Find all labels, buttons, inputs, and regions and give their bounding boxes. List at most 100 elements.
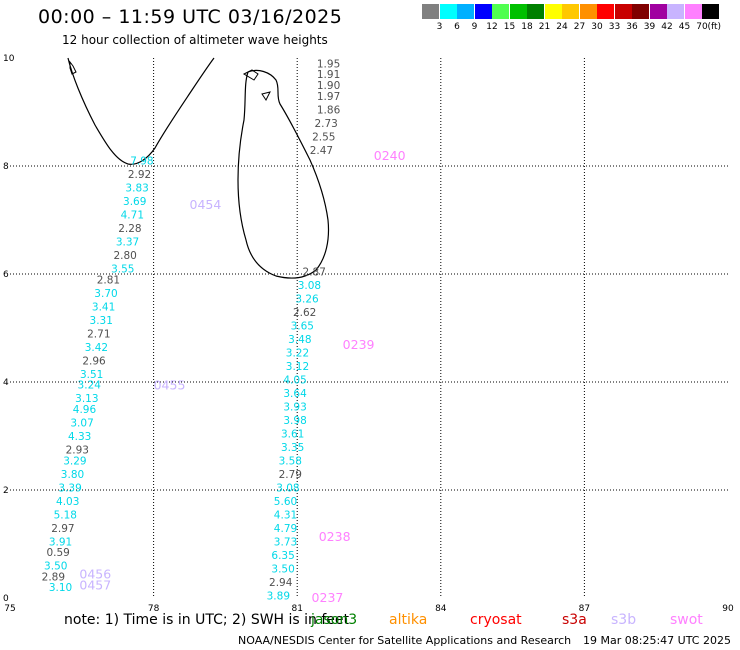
india-coastline — [67, 57, 215, 165]
x-tick-label: 75 — [4, 604, 15, 614]
wave-height-value: 3.26 — [295, 293, 319, 305]
colorbar-label: 21 — [538, 22, 551, 32]
page-subtitle: 12 hour collection of altimeter wave hei… — [62, 33, 328, 47]
colorbar-label: 39 — [643, 22, 656, 32]
wave-height-value: 3.39 — [58, 482, 81, 494]
colorbar-swatch — [667, 4, 684, 19]
x-tick-label: 84 — [435, 604, 447, 614]
wave-height-value: 5.18 — [54, 509, 77, 521]
colorbar-label: 36 — [626, 22, 638, 32]
sat-legend-altika: altika — [389, 612, 428, 628]
wave-height-value: 3.69 — [123, 196, 146, 208]
colorbar-label: 15 — [503, 22, 516, 32]
colorbar-swatch — [632, 4, 649, 19]
wave-height-value: 3.08 — [276, 482, 299, 494]
track-pass-label: 0237 — [312, 590, 344, 605]
y-tick-label: 4 — [3, 378, 9, 388]
wave-height-value: 3.22 — [286, 347, 309, 359]
wave-height-value: 2.94 — [269, 577, 293, 589]
wave-height-value: 3.29 — [63, 455, 86, 467]
colorbar-swatch — [684, 4, 702, 19]
x-tick-label: 81 — [291, 604, 302, 614]
sat-legend-s3a: s3a — [562, 612, 587, 628]
wave-height-value: 4.79 — [274, 523, 297, 535]
wave-height-value: 3.24 — [78, 380, 102, 392]
wave-height-value: 2.71 — [87, 328, 110, 340]
track-pass-label: 0455 — [154, 378, 186, 393]
wave-height-value: 3.70 — [94, 288, 117, 300]
track-pass-label: 0454 — [190, 197, 222, 212]
y-tick-label: 2 — [3, 486, 9, 496]
wave-height-value: 2.81 — [97, 274, 120, 286]
wave-height-value: 4.71 — [121, 210, 144, 222]
wave-height-value: 3.73 — [274, 536, 297, 548]
wave-height-value: 2.96 — [82, 355, 106, 367]
wave-height-value: 7.98 — [130, 156, 153, 168]
colorbar-swatch — [562, 4, 579, 19]
wave-height-value: 3.98 — [283, 415, 306, 427]
wave-height-value: 2.80 — [113, 250, 136, 262]
colorbar-label: 70 — [696, 22, 708, 32]
wave-height-value: 1.86 — [317, 104, 341, 116]
x-tick-label: 87 — [579, 604, 590, 614]
wave-height-value: 1.95 — [317, 58, 340, 70]
wave-height-value: 3.35 — [281, 442, 304, 454]
y-tick-label: 8 — [3, 162, 9, 172]
wave-height-value: 2.87 — [303, 266, 326, 278]
wave-height-value: 2.28 — [118, 223, 141, 235]
generated-timestamp: 19 Mar 08:25:47 UTC 2025 — [583, 634, 731, 647]
y-tick-label: 6 — [3, 270, 9, 280]
colorbar-label: 12 — [486, 22, 498, 32]
wave-height-value: 3.37 — [116, 237, 139, 249]
colorbar-label: 24 — [556, 22, 568, 32]
wave-height-value: 6.35 — [271, 550, 294, 562]
colorbar-swatch — [702, 4, 719, 19]
wave-height-value: 2.97 — [51, 523, 74, 535]
wave-height-value: 3.61 — [281, 428, 304, 440]
wave-height-value: 2.47 — [310, 145, 333, 157]
wave-height-value: 3.31 — [90, 315, 113, 327]
wave-height-value: 3.65 — [291, 320, 314, 332]
wave-height-value: 1.91 — [317, 69, 340, 81]
wave-height-value: 3.58 — [279, 455, 302, 467]
wave-height-value: 0.59 — [46, 547, 69, 559]
wave-height-value: 4.33 — [68, 431, 91, 443]
wave-height-value: 3.50 — [44, 561, 67, 573]
wave-height-value: 3.93 — [283, 401, 306, 413]
wave-height-value: 3.10 — [49, 582, 72, 594]
wave-height-value: 3.91 — [49, 536, 72, 548]
colorbar-swatch — [614, 4, 632, 19]
colorbar-swatch — [597, 4, 614, 19]
track-pass-label: 0456 — [79, 567, 111, 582]
colorbar-label: 9 — [471, 22, 478, 32]
wave-height-value: 2.55 — [312, 131, 335, 143]
wave-height-value: 3.55 — [111, 264, 134, 276]
track-pass-label: 0240 — [374, 148, 406, 163]
wave-height-value: 3.80 — [61, 469, 84, 481]
colorbar-label: 27 — [573, 22, 586, 32]
colorbar-label: 33 — [608, 22, 621, 32]
wave-height-value: 2.92 — [128, 169, 151, 181]
track-pass-label: 0238 — [319, 529, 351, 544]
wave-height-value: 3.64 — [283, 388, 307, 400]
track-pass-label: 0457 — [79, 578, 111, 593]
wave-height-value: 2.79 — [279, 469, 302, 481]
wave-height-value: 3.41 — [92, 301, 115, 313]
colorbar-swatch — [439, 4, 457, 19]
wave-height-value: 4.03 — [56, 496, 79, 508]
wave-height-value: 1.90 — [317, 80, 340, 92]
track-pass-label: 0239 — [343, 337, 375, 352]
colorbar-swatch — [422, 4, 439, 19]
colorbar-label: 6 — [454, 22, 460, 32]
colorbar-swatch — [492, 4, 509, 19]
y-tick-label: 10 — [3, 54, 15, 64]
page-title: 00:00 – 11:59 UTC 03/16/2025 — [38, 6, 343, 28]
wave-height-value: 2.89 — [42, 571, 65, 583]
colorbar-label: 3 — [436, 22, 443, 32]
sat-legend-swot: swot — [670, 612, 703, 628]
wave-height-value: 4.96 — [73, 404, 97, 416]
colorbar-swatch — [527, 4, 544, 19]
x-tick-label: 78 — [148, 604, 160, 614]
wave-height-value: 3.51 — [80, 369, 103, 381]
